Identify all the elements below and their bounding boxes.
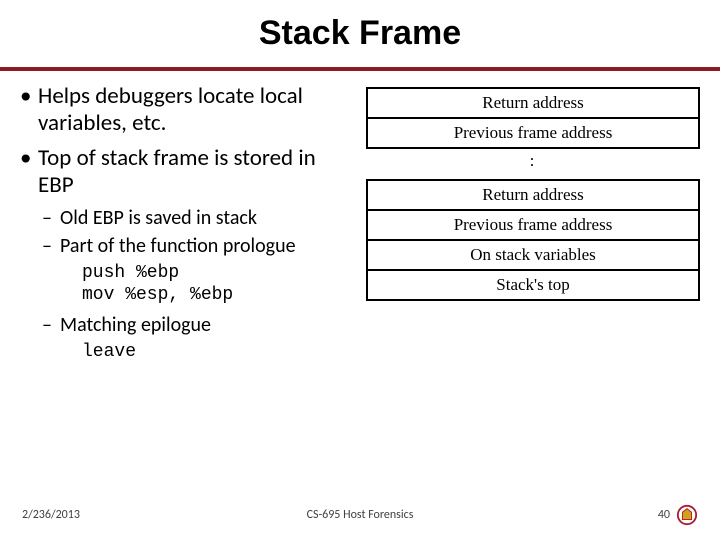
stack-cell: Previous frame address xyxy=(366,209,700,241)
stack-cell: Return address xyxy=(366,179,700,211)
title-text: Stack Frame xyxy=(259,14,461,52)
footer-course: CS-695 Host Forensics xyxy=(307,508,414,522)
footer-date: 2/236/2013 xyxy=(22,508,80,522)
bullet-text: Top of stack frame is stored in EBP xyxy=(38,144,316,199)
bullet-item: Helps debuggers locate local variables, … xyxy=(38,83,350,137)
footer: 2/236/2013 CS-695 Host Forensics 40 xyxy=(0,504,720,526)
sub-bullet-text: Matching epilogue xyxy=(60,313,211,337)
page-number: 40 xyxy=(658,508,670,522)
sub-bullet-text: Part of the function prologue xyxy=(60,234,296,258)
content-area: Helps debuggers locate local variables, … xyxy=(0,71,720,371)
stack-cell: On stack variables xyxy=(366,239,700,271)
sub-bullet-list: Old EBP is saved in stack Part of the fu… xyxy=(38,206,350,258)
code-block: push %ebp mov %esp, %ebp xyxy=(38,262,350,307)
university-logo-icon xyxy=(676,504,698,526)
sub-bullet-item: Matching epilogue xyxy=(60,313,350,337)
footer-right: 40 xyxy=(658,504,698,526)
sub-bullet-list: Matching epilogue xyxy=(38,313,350,337)
sub-bullet-item: Old EBP is saved in stack xyxy=(60,206,350,230)
bullet-text: Helps debuggers locate local variables, … xyxy=(38,82,303,137)
bullet-item: Top of stack frame is stored in EBP Old … xyxy=(38,145,350,363)
code-line: push %ebp xyxy=(82,262,350,285)
stack-diagram: Return address Previous frame address : … xyxy=(366,87,700,299)
stack-ellipsis: : xyxy=(366,147,700,179)
sub-bullet-item: Part of the function prologue xyxy=(60,234,350,258)
slide-title: Stack Frame xyxy=(0,0,720,61)
stack-cell: Stack's top xyxy=(366,269,700,301)
text-column: Helps debuggers locate local variables, … xyxy=(20,83,360,371)
code-line: mov %esp, %ebp xyxy=(82,284,350,307)
bullet-list: Helps debuggers locate local variables, … xyxy=(20,83,350,363)
slide: Stack Frame Helps debuggers locate local… xyxy=(0,0,720,540)
stack-cell: Previous frame address xyxy=(366,117,700,149)
sub-bullet-text: Old EBP is saved in stack xyxy=(60,206,257,230)
code-line: leave xyxy=(38,341,350,364)
diagram-column: Return address Previous frame address : … xyxy=(360,83,700,371)
stack-cell: Return address xyxy=(366,87,700,119)
